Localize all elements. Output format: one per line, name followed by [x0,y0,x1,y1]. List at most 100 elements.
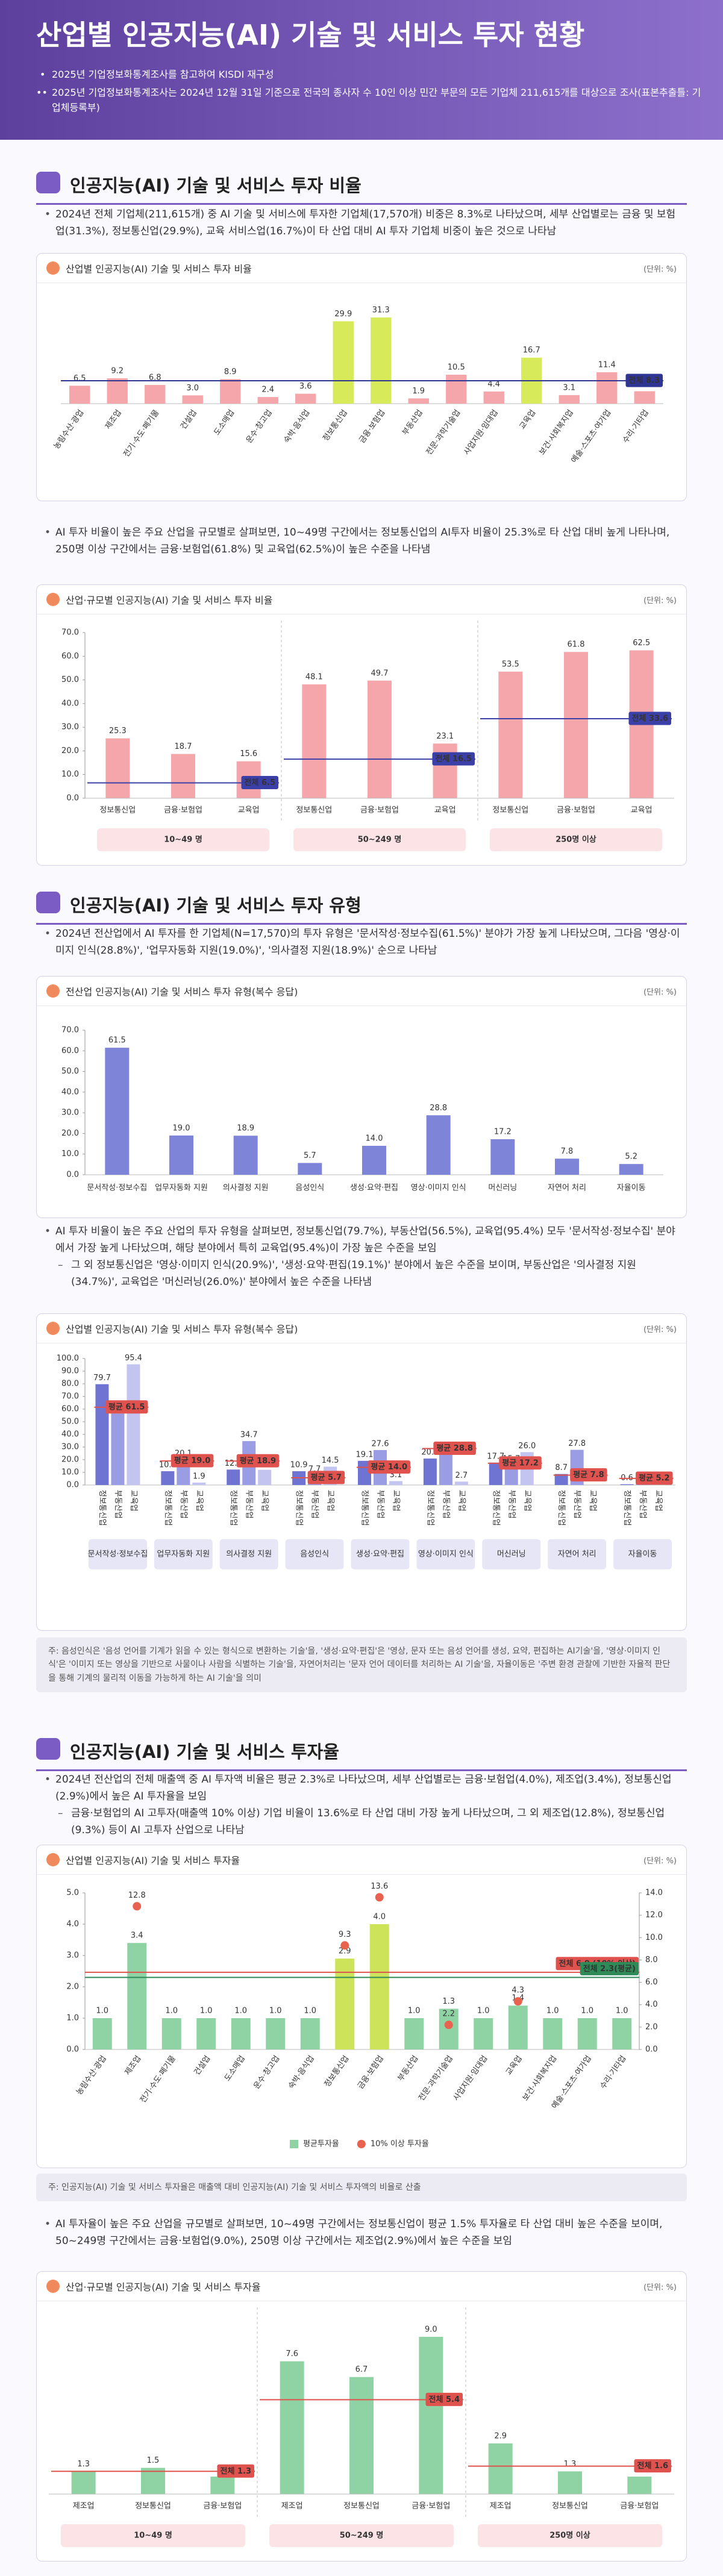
value-label: 1.5 [147,2456,160,2465]
bar [280,2361,304,2494]
value-label: 27.8 [568,1439,586,1448]
unit-label: (단위: %) [643,264,677,274]
bar [389,1481,402,1485]
x-tick-label: 예술·스포츠·여가업 [550,2054,593,2111]
series-label: 교육업 [195,1490,204,1512]
reference-label: 전체 16.5 [435,754,472,764]
x-tick-label: 금융·보험업 [356,2054,386,2091]
x-tick-label: 제조업 [104,408,124,431]
value-label: 11.4 [598,360,616,369]
note: 주: 음성인식은 '음성 언어를 기계가 읽을 수 있는 형식으로 변환하는 기… [36,1637,687,1693]
value-label: 95.4 [125,1354,142,1363]
bar [107,378,128,404]
x-tick-label: 금융·보험업 [164,806,202,815]
value-label: 34.7 [240,1431,258,1440]
bar [368,680,392,798]
y-tick-label: 80.0 [61,1380,79,1389]
value-label: 6.8 [149,373,161,382]
y-tick-label: 10.0 [61,770,79,779]
value-label: 9.2 [111,366,124,375]
y-tick-label: 100.0 [57,1354,79,1363]
x-tick-label: 제조업 [281,2502,303,2511]
value-label: 17.2 [494,1128,512,1137]
x-tick-label: 사업지원·임대업 [452,2054,490,2103]
chart: 0.0 1.0 2.0 3.0 4.0 5.0 0.0 2.0 4.0 6.0 8.0 10.0 12.… [66,1882,663,2149]
bar [498,671,523,798]
value-label: 5.2 [625,1152,637,1161]
bar [596,372,618,404]
point [133,1902,142,1911]
x-tick-label: 전기·수도·폐기물 [122,408,161,459]
x-tick-label: 금융·보험업 [557,806,595,815]
header-note: 2025년 기업정보화통계조사를 참고하여 KISDI 재구성 [36,67,703,83]
value-label: 10.9 [290,1461,308,1470]
bar [182,395,203,404]
series-label: 정보통신업 [491,1490,500,1526]
value-label: 1.0 [200,2007,213,2016]
header: 산업별 인공지능(AI) 기술 및 서비스 투자 현황 2025년 기업정보화통… [0,0,723,140]
paragraph-block: 2024년 전산업의 전체 매출액 중 AI 투자액 비율은 평균 2.3%로 … [42,1771,681,1839]
series-label: 부동산업 [441,1490,450,1519]
x-tick-label: 제조업 [73,2502,95,2511]
legend-label: 평균투자율 [303,2140,339,2149]
sub-paragraph: 금융·보험업의 AI 고투자(매출액 10% 이상) 기업 비율이 13.6%로… [42,1805,681,1839]
group-label: 10~49 명 [134,2531,172,2540]
reference-label: 평균 17.2 [502,1458,539,1468]
reference-label: 전체 33.6 [631,714,668,724]
bar [619,1164,643,1175]
y-tick-label: 50.0 [61,1418,79,1427]
chart: 0.0 10.0 20.0 30.0 40.0 50.0 60.0 70.0 80.0 90.0 1… [57,1354,675,1569]
y-tick-label: 10.0 [645,1933,663,1942]
bar [95,1384,109,1485]
value-label: 8.7 [555,1463,568,1472]
reference-label-box [241,775,278,789]
chart: 0.0 10.0 20.0 30.0 40.0 50.0 60.0 70.0 61.5 문서작성·… [61,1026,663,1193]
x-tick-label: 전문·과학기술업 [425,408,463,457]
x-tick-label: 문서작성·정보수집 [88,1550,148,1559]
paragraph-block: AI 투자 비율이 높은 주요 산업을 규모별로 살펴보면, 10~49명 구간… [42,524,681,558]
value-label: 1.0 [304,2007,316,2016]
chart-box: 전산업 인공지능(AI) 기술 및 서비스 투자 유형(복수 응답) (단위: %… [36,976,687,1218]
y-tick-label: 14.0 [645,1889,663,1898]
reference-label-box [634,2459,671,2473]
value-label: 15.6 [240,749,257,758]
unit-label: (단위: %) [643,2283,677,2292]
y-tick-label: 0.0 [66,1481,79,1490]
paragraph: 2024년 전산업에서 AI 투자를 한 기업체(N=17,570)의 투자 유… [42,925,681,959]
y-tick-label: 6.0 [645,1978,658,1987]
bar [423,1458,437,1485]
series-label: 정보통신업 [360,1490,369,1526]
y-tick-label: 20.0 [61,1455,79,1465]
bar [555,1158,579,1175]
bar [127,1943,147,2049]
bar [426,1115,451,1175]
x-tick-label: 영상·이미지 인식 [411,1184,466,1193]
x-tick-label: 문서작성·정보수집 [87,1184,147,1193]
x-tick-label: 금융·보험업 [360,806,399,815]
bar [333,321,354,404]
bar [92,2018,112,2049]
value-label: 1.0 [546,2007,559,2016]
bar [612,2018,632,2049]
series-label: 부동산업 [376,1490,385,1519]
reference-label-box [217,2464,254,2478]
x-tick-label: 건설업 [179,408,199,431]
value-label: 1.3 [442,1997,455,2006]
series-label: 정보통신업 [98,1490,107,1526]
x-tick-label: 업무자동화 지원 [155,1184,208,1193]
category-box [548,1539,607,1569]
y-tick-label: 2.0 [66,1983,79,1992]
x-tick-label: 머신러닝 [488,1184,517,1193]
bar [404,2018,424,2049]
series-label: 교육업 [392,1490,401,1512]
y-tick-label: 0.0 [66,794,79,803]
bar [302,684,327,798]
series-label: 교육업 [522,1490,531,1512]
chart-box: 산업·규모별 인공지능(AI) 기술 및 서비스 투자율 (단위: %) 1.3 제… [36,2271,687,2562]
paragraph: AI 투자율이 높은 주요 산업을 규모별로 살펴보면, 10~49명 구간에서… [42,2216,681,2249]
series-label: 교육업 [260,1490,269,1512]
reference-label-box [628,711,671,725]
x-tick-label: 정보통신업 [135,2502,171,2511]
bar [127,1364,140,1485]
